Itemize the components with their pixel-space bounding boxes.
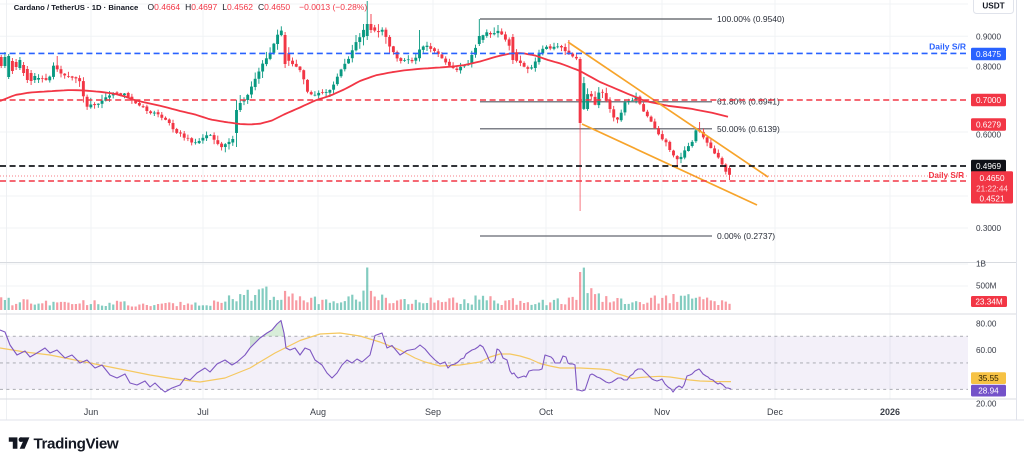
svg-text:0.4650: 0.4650 <box>979 174 1004 183</box>
svg-text:Nov: Nov <box>654 407 671 417</box>
svg-text:21:22:44: 21:22:44 <box>976 184 1008 193</box>
svg-text:USDT: USDT <box>982 2 1004 11</box>
svg-text:100.00% (0.9540): 100.00% (0.9540) <box>717 14 785 24</box>
svg-text:0.00% (0.2737): 0.00% (0.2737) <box>717 231 775 241</box>
svg-text:Oct: Oct <box>539 407 554 417</box>
svg-text:2026: 2026 <box>880 407 900 417</box>
svg-text:0.8475: 0.8475 <box>976 50 1001 59</box>
svg-text:0.3000: 0.3000 <box>976 224 1001 233</box>
svg-text:Aug: Aug <box>310 407 326 417</box>
svg-text:61.80% (0.6941): 61.80% (0.6941) <box>717 97 780 107</box>
svg-text:20.00: 20.00 <box>976 400 997 409</box>
svg-text:60.00: 60.00 <box>976 346 997 355</box>
svg-text:Cardano / TetherUS · 1D · Bina: Cardano / TetherUS · 1D · Binance <box>14 3 139 12</box>
svg-text:Sep: Sep <box>425 407 441 417</box>
svg-text:Jul: Jul <box>197 407 209 417</box>
svg-text:Dec: Dec <box>767 407 784 417</box>
svg-text:TradingView: TradingView <box>34 435 119 452</box>
svg-text:0.8000: 0.8000 <box>976 63 1001 72</box>
svg-text:500M: 500M <box>976 282 997 291</box>
svg-text:Daily S/R: Daily S/R <box>929 42 966 52</box>
svg-text:50.00% (0.6139): 50.00% (0.6139) <box>717 124 780 134</box>
svg-text:80.00: 80.00 <box>976 320 997 329</box>
svg-text:0.6000: 0.6000 <box>976 131 1001 140</box>
svg-text:0.6279: 0.6279 <box>976 121 1001 130</box>
svg-text:0.9000: 0.9000 <box>976 33 1001 42</box>
svg-text:1B: 1B <box>976 260 987 269</box>
svg-text:0.4521: 0.4521 <box>979 195 1004 204</box>
svg-text:35.55: 35.55 <box>978 374 999 383</box>
svg-text:Daily S/R: Daily S/R <box>929 171 965 180</box>
svg-text:0.7000: 0.7000 <box>976 96 1001 105</box>
svg-text:0.4969: 0.4969 <box>976 162 1001 171</box>
svg-text:23.34M: 23.34M <box>975 297 1002 306</box>
svg-text:28.94: 28.94 <box>978 387 999 396</box>
svg-text:Jun: Jun <box>84 407 99 417</box>
